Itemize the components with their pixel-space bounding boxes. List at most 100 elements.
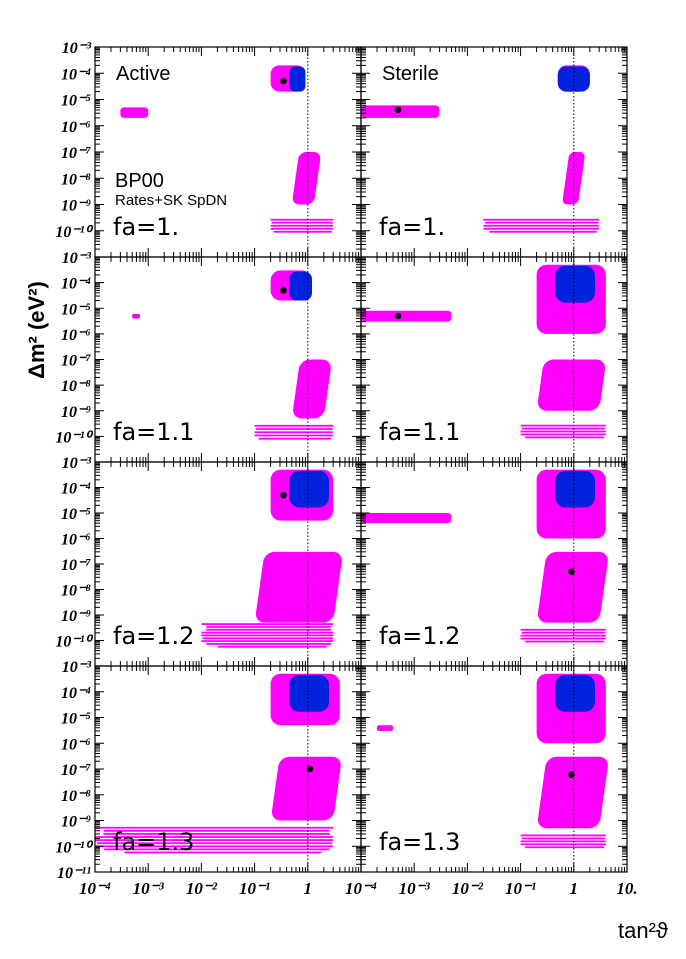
vo-stripe — [103, 848, 330, 851]
vo-stripe — [95, 839, 334, 842]
y-tick-label: 10⁻⁴ — [61, 66, 91, 83]
vo-region — [520, 628, 606, 643]
x-tick-label: 10. — [616, 879, 637, 898]
vo-stripe — [520, 424, 606, 427]
col-title-sterile: Sterile — [382, 63, 439, 85]
vo-stripe — [254, 434, 334, 437]
best-fit-point — [394, 312, 402, 320]
data-label: Rates+SK SpDN — [115, 192, 227, 209]
vo-stripe — [201, 623, 334, 625]
y-tick-label: 10⁻¹⁰ — [55, 634, 93, 651]
panel-ticks — [360, 257, 627, 463]
vo-stripe — [206, 626, 332, 628]
y-tick-label: 10⁻¹⁰ — [55, 839, 93, 856]
panel-ticks — [94, 257, 361, 463]
y-tick-label: 10⁻⁸ — [61, 171, 91, 188]
y-tick-label: 10⁻⁵ — [61, 301, 91, 318]
y-tick-label: 10⁻⁷ — [61, 353, 91, 370]
y-tick-label: 10⁻⁴ — [61, 481, 91, 498]
vo-stripe — [217, 645, 327, 648]
vo-stripe — [270, 218, 334, 221]
vo-stripe — [485, 221, 599, 224]
row-label: fa=1.2 — [113, 622, 194, 650]
lma-blue-core — [289, 66, 306, 92]
x-tick-label: 10⁻² — [186, 879, 218, 898]
x-tick-label: 10⁻¹ — [239, 879, 270, 898]
vo-stripe — [520, 433, 606, 436]
vo-stripe — [270, 224, 334, 227]
vo-region — [520, 834, 606, 849]
y-tick-label: 10⁻⁵ — [61, 93, 91, 110]
y-tick-label: 10⁻⁹ — [61, 198, 91, 215]
lma-blue-core — [289, 470, 329, 508]
low-region — [537, 551, 608, 623]
vo-stripe — [520, 840, 606, 843]
y-tick-label: 10⁻⁹ — [61, 608, 91, 625]
vo-stripe — [273, 230, 332, 233]
vo-stripe — [520, 634, 606, 637]
vo-region — [270, 218, 334, 233]
vo-stripe — [95, 845, 334, 848]
y-axis-label: Δm² (eV²) — [24, 281, 49, 379]
y-tick-label: 10⁻⁶ — [61, 736, 91, 753]
x-tick-label: 10⁻⁴ — [79, 879, 111, 898]
vo-stripe — [271, 221, 333, 224]
panel-active-fa-1.3: fa=1.3 — [94, 665, 362, 873]
vo-stripe — [489, 230, 597, 233]
row-label: fa=1. — [113, 213, 179, 241]
x-tick-label: 10⁻¹ — [505, 879, 536, 898]
vo-stripe — [525, 640, 605, 643]
y-tick-label: 10⁻⁸ — [61, 583, 91, 600]
low-region — [537, 756, 608, 829]
sma-region — [377, 725, 394, 731]
vo-stripe — [103, 833, 330, 835]
vo-region — [520, 424, 606, 439]
panel-sterile-fa-1.0: fa=1. — [360, 46, 628, 258]
y-tick-label: 10⁻³ — [62, 455, 91, 472]
vo-region — [95, 826, 334, 854]
model-label: BP00 — [115, 170, 164, 192]
panel-active-fa-1.1: fa=1.1 — [94, 256, 362, 463]
vo-stripe — [270, 227, 334, 230]
y-tick-label: 10⁻⁶ — [61, 532, 91, 549]
panel-sterile-fa-1.1: fa=1.1 — [360, 256, 628, 463]
col-title-active: Active — [116, 63, 170, 85]
y-tick-label: 10⁻⁸ — [61, 378, 91, 395]
row-label: fa=1.1 — [113, 418, 194, 446]
panel-ticks — [94, 666, 361, 873]
vo-stripe — [520, 834, 606, 837]
x-tick-label: 10⁻² — [452, 879, 484, 898]
low-region — [562, 152, 585, 205]
vo-stripe — [520, 628, 606, 631]
vo-stripe — [201, 634, 334, 637]
y-tick-label: 10⁻⁹ — [61, 814, 91, 831]
vo-region — [201, 623, 334, 648]
best-fit-point — [568, 771, 575, 778]
lma-blue-core — [289, 674, 329, 712]
panel-active-fa-1.0: fa=1. — [94, 46, 362, 258]
sma-region — [120, 107, 149, 118]
row-label: fa=1.3 — [379, 828, 460, 856]
vo-stripe — [521, 427, 606, 430]
best-fit-point — [280, 491, 287, 499]
y-tick-label: 10⁻⁶ — [61, 327, 91, 344]
best-fit-point — [394, 106, 402, 114]
row-label: fa=1. — [379, 213, 445, 241]
vo-stripe — [95, 826, 334, 829]
panel-sterile-fa-1.2: fa=1.2 — [360, 461, 628, 667]
vo-stripe — [97, 842, 333, 845]
low-region — [292, 152, 321, 205]
y-tick-label: 10⁻¹⁰ — [55, 224, 93, 241]
x-tick-label: 1 — [304, 879, 313, 898]
vo-region — [254, 424, 334, 440]
sma-region — [361, 513, 452, 524]
vo-stripe — [520, 430, 606, 433]
vo-stripe — [206, 628, 332, 631]
panel-ticks — [360, 462, 627, 667]
panels-layer: fa=1. fa=1. fa=1.1 fa=1.1 fa=1.2 fa=1.2 fa=1.3… — [94, 46, 628, 873]
sma-region — [361, 310, 452, 322]
y-tick-label: 10⁻⁷ — [61, 145, 91, 162]
best-fit-point — [280, 287, 287, 294]
row-label: fa=1.1 — [379, 418, 460, 446]
